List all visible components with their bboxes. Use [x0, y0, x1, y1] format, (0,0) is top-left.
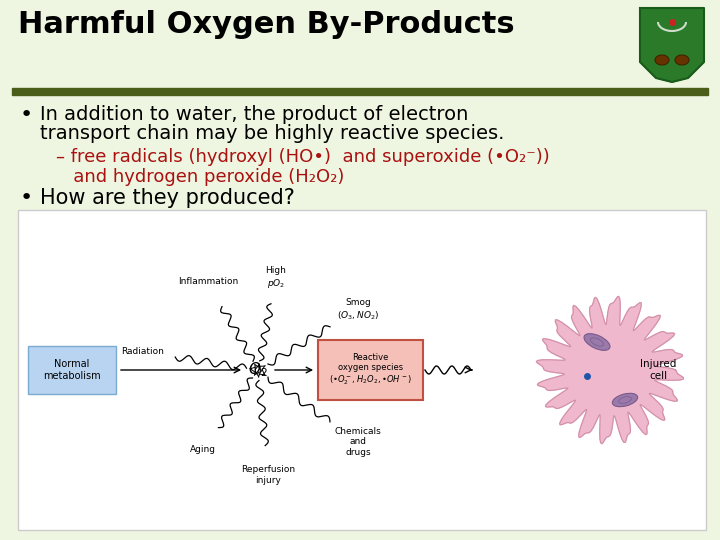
Text: Smog
$(O_3, NO_2)$: Smog $(O_3, NO_2)$ — [337, 298, 379, 322]
Polygon shape — [640, 8, 704, 82]
Text: transport chain may be highly reactive species.: transport chain may be highly reactive s… — [40, 124, 505, 143]
Text: High
$pO_2$: High $pO_2$ — [266, 266, 287, 290]
Bar — [318, 340, 423, 400]
Text: How are they produced?: How are they produced? — [40, 188, 295, 208]
Text: Aging: Aging — [190, 446, 216, 455]
Text: Inflammation: Inflammation — [178, 278, 238, 287]
Ellipse shape — [584, 334, 610, 350]
Text: Harmful Oxygen By-Products: Harmful Oxygen By-Products — [18, 10, 515, 39]
Bar — [28, 346, 116, 394]
Ellipse shape — [675, 55, 689, 65]
Text: Reperfusion
injury: Reperfusion injury — [241, 465, 295, 485]
Bar — [12, 88, 708, 95]
Text: Radiation: Radiation — [122, 348, 164, 356]
Text: Injured
cell: Injured cell — [640, 359, 676, 381]
Polygon shape — [536, 296, 683, 443]
Text: Reactive
oxygen species
$(•O_2^-, H_2O_2, •OH^-)$: Reactive oxygen species $(•O_2^-, H_2O_2… — [329, 353, 412, 387]
Text: and hydrogen peroxide (H₂O₂): and hydrogen peroxide (H₂O₂) — [56, 168, 344, 186]
Text: In addition to water, the product of electron: In addition to water, the product of ele… — [40, 105, 469, 124]
Ellipse shape — [655, 55, 669, 65]
Bar — [18, 210, 706, 530]
Text: •: • — [20, 105, 33, 125]
Text: •: • — [20, 188, 33, 208]
Text: Normal
metabolism: Normal metabolism — [43, 359, 101, 381]
Text: – free radicals (hydroxyl (HO•)  and superoxide (•O₂⁻)): – free radicals (hydroxyl (HO•) and supe… — [56, 148, 550, 166]
Text: Chemicals
and
drugs: Chemicals and drugs — [335, 427, 382, 457]
Ellipse shape — [612, 393, 638, 407]
Text: $O_2$: $O_2$ — [248, 361, 268, 379]
